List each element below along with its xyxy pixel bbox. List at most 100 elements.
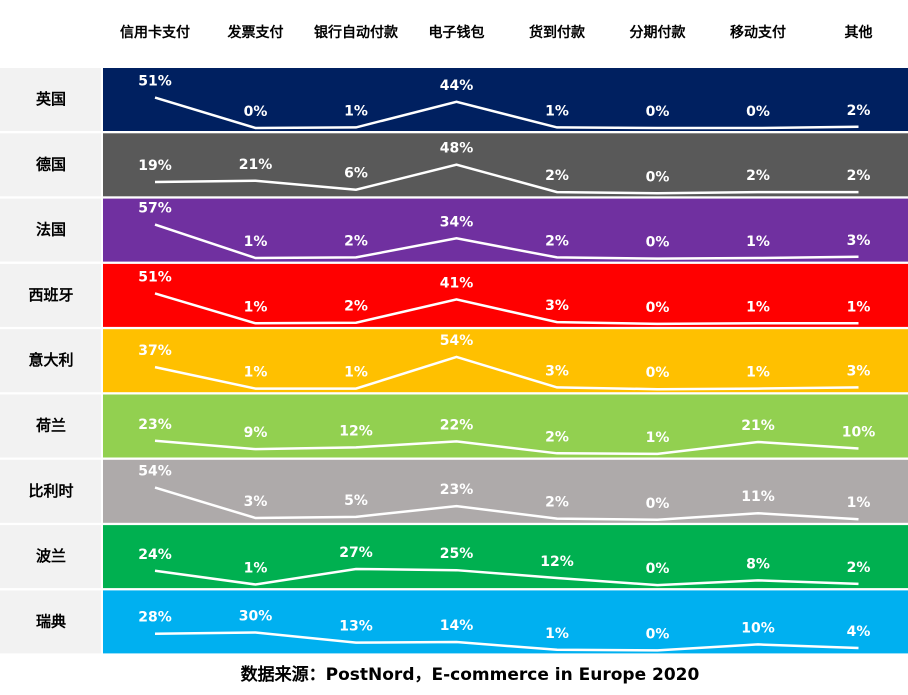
value-label: 9%: [244, 425, 268, 441]
row-label: 波兰: [36, 547, 66, 565]
value-label: 44%: [440, 78, 474, 94]
value-label: 51%: [138, 269, 172, 285]
value-label: 2%: [344, 299, 368, 315]
row-label: 英国: [36, 90, 66, 108]
value-label: 2%: [746, 168, 770, 184]
value-label: 3%: [244, 494, 268, 510]
value-label: 0%: [244, 104, 268, 120]
value-label: 1%: [344, 103, 368, 119]
value-label: 0%: [646, 365, 670, 381]
panel: [103, 590, 908, 654]
value-label: 21%: [239, 157, 273, 173]
value-label: 0%: [646, 561, 670, 577]
value-label: 10%: [741, 620, 775, 636]
value-label: 12%: [339, 423, 373, 439]
value-label: 3%: [847, 233, 871, 249]
row-label: 荷兰: [36, 417, 66, 435]
row-label: 西班牙: [28, 286, 73, 304]
column-header: 货到付款: [528, 24, 586, 41]
panel: [103, 525, 908, 589]
series-line: [154, 567, 859, 587]
value-label: 11%: [741, 489, 775, 505]
panel: [103, 263, 908, 327]
value-label: 0%: [646, 235, 670, 251]
panel: [103, 133, 908, 197]
row-label-bg: [0, 263, 101, 327]
value-label: 0%: [646, 300, 670, 316]
value-label: 23%: [440, 482, 474, 498]
value-label: 2%: [847, 103, 871, 119]
value-label: 30%: [239, 609, 273, 625]
value-label: 25%: [440, 546, 474, 562]
value-label: 54%: [440, 333, 474, 349]
value-label: 3%: [545, 298, 569, 314]
column-header: 发票支付: [227, 24, 284, 41]
series-line: [154, 292, 859, 326]
series-line: [154, 631, 859, 652]
value-label: 2%: [545, 495, 569, 511]
value-label: 1%: [244, 299, 268, 315]
row-label-bg: [0, 329, 101, 393]
series-line: [154, 96, 859, 130]
panel: [103, 329, 908, 393]
row-label-bg: [0, 198, 101, 262]
panel: [103, 198, 908, 262]
value-label: 12%: [540, 554, 574, 570]
series-line: [154, 355, 859, 391]
value-label: 3%: [847, 363, 871, 379]
value-label: 37%: [138, 343, 172, 359]
value-label: 10%: [842, 425, 876, 441]
value-label: 1%: [244, 561, 268, 577]
row-label-bg: [0, 525, 101, 589]
value-label: 4%: [847, 624, 871, 640]
value-label: 54%: [138, 464, 172, 480]
value-label: 1%: [746, 234, 770, 250]
row-label: 德国: [36, 155, 66, 173]
value-label: 23%: [138, 417, 172, 433]
value-label: 14%: [440, 618, 474, 634]
value-label: 3%: [545, 363, 569, 379]
value-label: 1%: [244, 234, 268, 250]
value-label: 1%: [545, 626, 569, 642]
value-label: 1%: [847, 495, 871, 511]
column-header: 信用卡支付: [120, 24, 190, 41]
column-header: 电子钱包: [429, 24, 485, 41]
value-label: 0%: [746, 104, 770, 120]
value-label: 51%: [138, 74, 172, 90]
row-label: 意大利: [28, 351, 73, 369]
value-label: 27%: [339, 545, 373, 561]
value-label: 1%: [344, 365, 368, 381]
row-label-bg: [0, 394, 101, 458]
value-label: 2%: [545, 168, 569, 184]
value-label: 1%: [545, 103, 569, 119]
value-label: 1%: [746, 365, 770, 381]
row-label-bg: [0, 133, 101, 197]
value-label: 57%: [138, 201, 172, 217]
row-label-bg: [0, 68, 101, 131]
column-header: 分期付款: [630, 24, 687, 41]
value-label: 2%: [545, 233, 569, 249]
value-label: 21%: [741, 418, 775, 434]
value-label: 34%: [440, 214, 474, 230]
source-note: 数据来源：PostNord，E-commerce in Europe 2020: [241, 664, 700, 685]
row-label-bg: [0, 590, 101, 654]
value-label: 1%: [847, 299, 871, 315]
value-label: 2%: [847, 560, 871, 576]
row-label: 比利时: [28, 482, 73, 500]
value-label: 28%: [138, 610, 172, 626]
panel: [103, 68, 908, 131]
column-header: 银行自动付款: [314, 24, 399, 41]
value-label: 19%: [138, 158, 172, 174]
row-label-bg: [0, 459, 101, 523]
value-label: 1%: [646, 430, 670, 446]
series-line: [154, 163, 859, 195]
value-label: 2%: [545, 429, 569, 445]
value-label: 1%: [746, 299, 770, 315]
series-line: [154, 223, 859, 260]
value-label: 0%: [646, 169, 670, 185]
series-line: [154, 486, 859, 522]
value-label: 41%: [440, 275, 474, 291]
value-label: 22%: [440, 417, 474, 433]
